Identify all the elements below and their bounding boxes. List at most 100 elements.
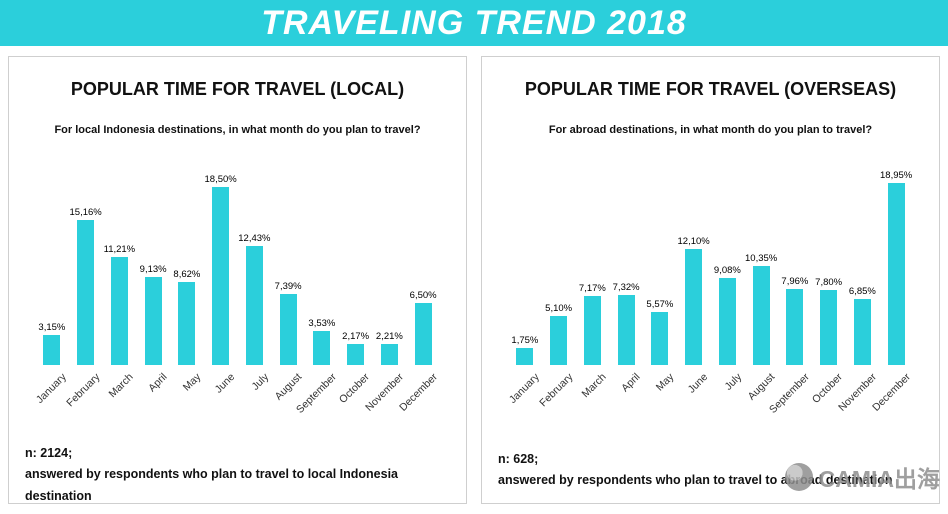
bar [820, 290, 838, 365]
bar-value-label: 12,43% [238, 232, 271, 244]
bar-column: 6,50% December [397, 160, 440, 414]
bar-value-label: 7,39% [274, 281, 302, 293]
bar-value-label: 5,10% [545, 303, 573, 314]
bar-value-label: 10,35% [745, 252, 778, 264]
x-axis-label: January [33, 371, 69, 406]
bar-value-label: 18,95% [880, 170, 913, 182]
bar [347, 344, 365, 365]
bar [685, 248, 703, 365]
bar [550, 316, 568, 365]
chart-title: POPULAR TIME FOR TRAVEL (OVERSEAS) [524, 79, 897, 99]
bar-chart-overseas: 1,75% January 5,10% February 7,17% March 7,32%… [498, 160, 923, 443]
bar-column: 9,08% July [711, 160, 745, 393]
bar-column: 15,16% February [64, 160, 103, 410]
bar-column: 7,32% April [609, 160, 643, 395]
bar-column: 3,15% January [33, 160, 69, 406]
bar-value-label: 7,96% [781, 275, 809, 287]
x-axis-label: June [212, 371, 238, 396]
bar-column: 2,21% November [363, 160, 407, 414]
x-axis-label: July [249, 371, 271, 393]
bar [245, 245, 263, 365]
bar [313, 331, 331, 365]
bar [380, 343, 398, 365]
chart-subtitle: For local Indonesia destinations, in wha… [54, 124, 421, 136]
bar [77, 219, 95, 365]
bar-column: 3,53% September [294, 160, 339, 416]
bar-column: 7,17% March [576, 160, 610, 400]
bar-column: 7,80% October [810, 160, 846, 406]
bar [414, 302, 432, 365]
bar [718, 277, 736, 365]
bar-column: 18,95% December [870, 160, 913, 414]
plot-area: 3,15% January 15,16% February 11,21% March 9,1… [33, 160, 440, 416]
page-title: TRAVELING TREND 2018 [261, 3, 687, 42]
bar [786, 288, 804, 365]
bar-column: 7,96% September [767, 160, 812, 416]
bar-column: 6,85% November [836, 160, 880, 414]
title-banner: TRAVELING TREND 2018 [0, 0, 948, 46]
watermark-text: CAMIA出海 [818, 466, 940, 492]
x-axis-label: March [579, 371, 609, 401]
plot-area: 1,75% January 5,10% February 7,17% March 7,32%… [506, 160, 913, 416]
charts-container: POPULAR TIME FOR TRAVEL (LOCAL) For loca… [0, 46, 948, 514]
bar [110, 257, 128, 365]
x-axis-label: February [63, 371, 103, 410]
bar-value-label: 5,57% [646, 298, 674, 310]
bar-value-label: 2,21% [375, 330, 403, 342]
bar [178, 282, 196, 365]
bar-value-label: 7,17% [578, 283, 606, 295]
chart-footnote: n: 2124; answered by respondents who pla… [25, 443, 450, 507]
bar-column: 18,50% June [204, 160, 238, 395]
overseas-travel-panel: POPULAR TIME FOR TRAVEL (OVERSEAS) For a… [481, 56, 940, 504]
bar-value-label: 1,75% [511, 335, 539, 347]
x-axis-label: March [106, 371, 136, 401]
bar [617, 294, 635, 365]
bar-column: 10,35% August [744, 160, 778, 403]
bar [651, 311, 669, 365]
sample-size: n: 2124; [25, 446, 73, 460]
bar [887, 183, 905, 365]
bar [43, 334, 61, 365]
bar [279, 294, 297, 365]
x-axis-label: July [722, 371, 744, 393]
sample-size: n: 628; [498, 451, 539, 466]
chart-subtitle: For abroad destinations, in what month d… [548, 124, 873, 136]
bar-value-label: 15,16% [69, 206, 102, 218]
x-axis-label: May [180, 371, 204, 394]
bar-column: 5,10% February [537, 160, 576, 409]
x-axis-label: April [146, 371, 170, 395]
bar-column: 11,21% March [103, 160, 137, 400]
watermark-logo-icon [784, 463, 813, 491]
bar-value-label: 2,17% [342, 331, 370, 343]
bar-value-label: 7,32% [612, 281, 640, 293]
bar-value-label: 12,10% [677, 235, 710, 247]
bar [212, 187, 230, 365]
bar-value-label: 9,13% [139, 264, 167, 276]
x-axis-label: January [506, 371, 542, 406]
bar-value-label: 9,08% [713, 264, 741, 276]
bar-chart-local: 3,15% January 15,16% February 11,21% March 9,1… [25, 160, 450, 443]
x-axis-label: August [273, 371, 305, 403]
chart-title: POPULAR TIME FOR TRAVEL (LOCAL) [70, 79, 405, 99]
local-travel-panel: POPULAR TIME FOR TRAVEL (LOCAL) For loca… [8, 56, 467, 504]
bar [516, 348, 534, 365]
x-axis-label: June [685, 371, 711, 396]
bar-value-label: 6,85% [848, 286, 876, 298]
bar-column: 2,17% October [337, 160, 373, 406]
bar-column: 12,10% June [677, 160, 711, 396]
x-axis-label: May [653, 371, 677, 394]
bar-value-label: 8,62% [173, 269, 201, 281]
x-axis-label: August [746, 371, 778, 403]
bar-column: 12,43% July [238, 160, 272, 393]
bar-column: 9,13% April [136, 160, 170, 394]
bar-column: 1,75% January [506, 160, 542, 406]
bar-value-label: 18,50% [204, 174, 237, 186]
bar-column: 7,39% August [271, 160, 305, 403]
bar-value-label: 7,80% [815, 277, 843, 289]
bar-value-label: 11,21% [103, 244, 136, 256]
bar [752, 265, 770, 365]
x-axis-label: April [619, 371, 643, 395]
bar-column: 5,57% May [643, 160, 677, 394]
x-axis-label: February [536, 371, 576, 410]
